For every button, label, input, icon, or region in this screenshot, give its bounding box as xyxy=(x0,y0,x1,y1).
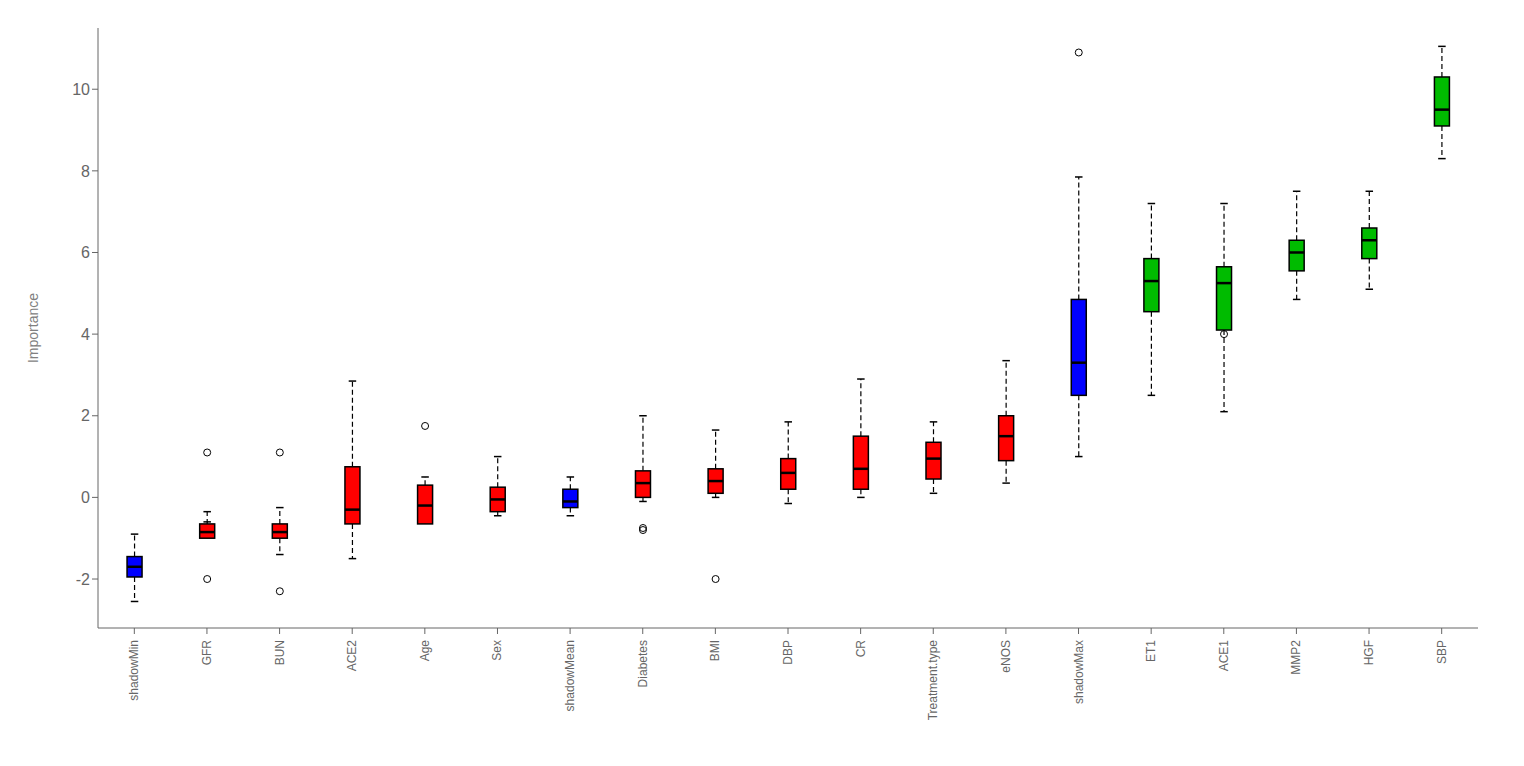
svg-text:shadowMax: shadowMax xyxy=(1072,640,1086,704)
svg-text:Sex: Sex xyxy=(490,640,504,661)
svg-text:Treatment.type: Treatment.type xyxy=(926,640,940,721)
svg-text:eNOS: eNOS xyxy=(999,640,1013,673)
svg-text:-2: -2 xyxy=(76,571,90,588)
svg-text:0: 0 xyxy=(81,489,90,506)
svg-text:SBP: SBP xyxy=(1435,640,1449,664)
svg-text:2: 2 xyxy=(81,407,90,424)
svg-text:HGF: HGF xyxy=(1362,640,1376,665)
svg-text:4: 4 xyxy=(81,326,90,343)
svg-text:shadowMin: shadowMin xyxy=(127,640,141,701)
svg-text:MMP2: MMP2 xyxy=(1289,640,1303,675)
svg-text:shadowMean: shadowMean xyxy=(563,640,577,711)
svg-text:6: 6 xyxy=(81,244,90,261)
svg-text:Importance: Importance xyxy=(25,293,41,363)
svg-text:Age: Age xyxy=(418,640,432,662)
svg-text:GFR: GFR xyxy=(200,640,214,666)
svg-text:10: 10 xyxy=(72,81,90,98)
svg-text:Diabetes: Diabetes xyxy=(636,640,650,687)
svg-text:8: 8 xyxy=(81,163,90,180)
svg-text:BUN: BUN xyxy=(273,640,287,665)
svg-text:BMI: BMI xyxy=(708,640,722,661)
svg-text:DBP: DBP xyxy=(781,640,795,665)
svg-text:CR: CR xyxy=(854,640,868,658)
svg-text:ET1: ET1 xyxy=(1144,640,1158,662)
svg-text:ACE2: ACE2 xyxy=(345,640,359,672)
svg-text:ACE1: ACE1 xyxy=(1217,640,1231,672)
